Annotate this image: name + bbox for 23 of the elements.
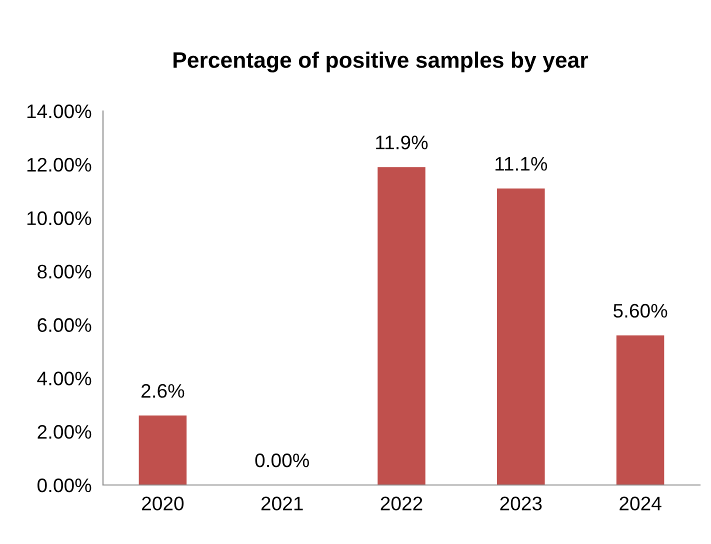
y-tick-label: 10.00% [27,211,92,226]
x-tick-label: 2023 [500,496,542,510]
y-tick-label: 6.00% [38,318,92,332]
data-label: 2.6% [142,384,184,398]
bar [138,416,187,485]
y-tick-label: 4.00% [37,372,92,386]
bar [497,188,545,485]
x-tick-label: 2022 [380,496,422,510]
x-tick-label: 2024 [620,496,662,510]
y-tick-label: 8.00% [38,264,92,279]
data-label: 11.1% [496,157,548,171]
data-label: 0.00% [255,454,309,468]
bar [378,167,426,485]
x-tick-label: 2020 [142,496,184,510]
chart-title: Percentage of positive samples by year [174,52,588,72]
y-tick-label: 2.00% [38,425,92,439]
x-tick-label: 2021 [261,496,303,510]
data-label: 11.9% [376,136,428,150]
y-tick-label: 14.00% [27,104,92,118]
y-tick-label: 0.00% [38,478,92,492]
data-label: 5.60% [614,304,668,318]
y-tick-label: 12.00% [27,158,92,172]
bar [616,335,664,485]
